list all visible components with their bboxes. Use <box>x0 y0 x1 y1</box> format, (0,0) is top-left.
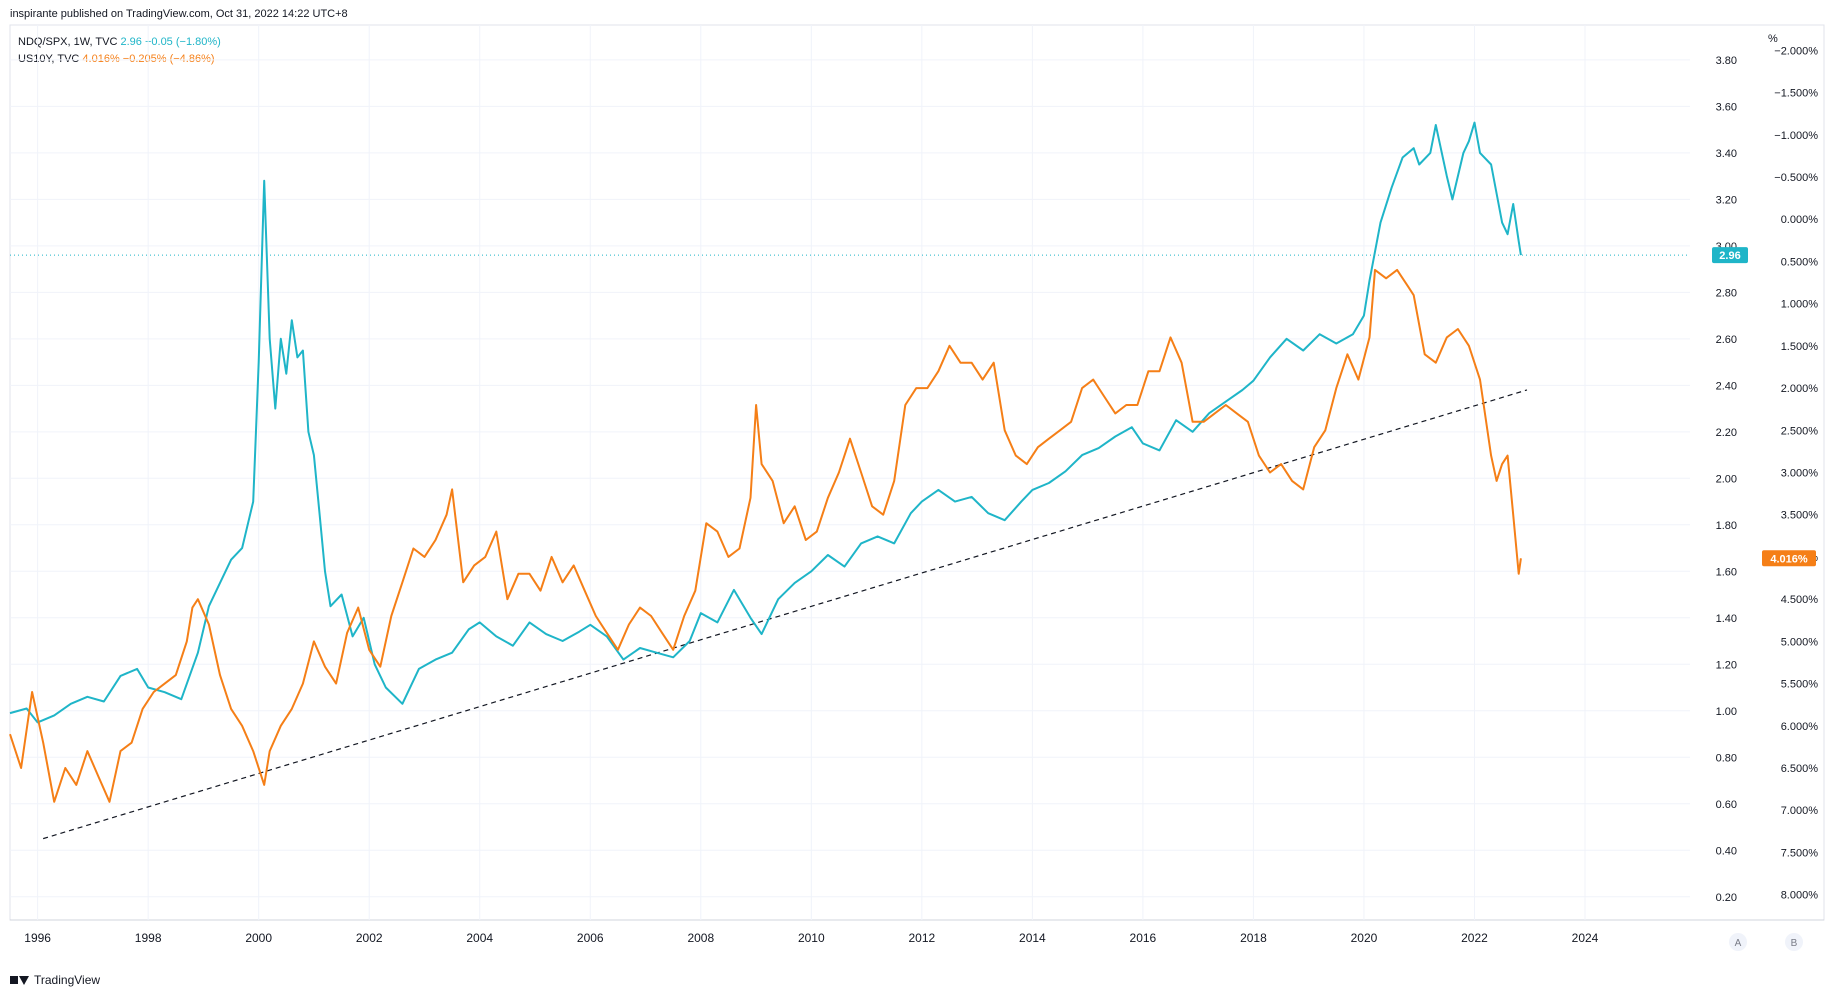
x-tick-label: 2000 <box>245 931 272 945</box>
y-tick-label-ratio: 3.20 <box>1716 194 1737 206</box>
x-tick-label: 2002 <box>356 931 383 945</box>
y-tick-label-ratio: 0.40 <box>1716 845 1737 857</box>
scale-button-b <box>1785 933 1803 951</box>
y-tick-label-yield: −2.000% <box>1774 45 1818 57</box>
y-tick-label-yield: 0.000% <box>1781 214 1819 226</box>
y-tick-label-yield: 5.500% <box>1781 679 1819 691</box>
series-line-ratio <box>9 121 1522 724</box>
x-tick-label: 2012 <box>908 931 935 945</box>
y-tick-label-yield: 1.000% <box>1781 299 1819 311</box>
scale-button-a <box>1729 933 1747 951</box>
y-tick-label-ratio: 3.60 <box>1716 101 1737 113</box>
series-legend: NDQ/SPX, 1W, TVC 2.96 −0.05 (−1.80%) US1… <box>18 34 221 68</box>
x-tick-label: 2022 <box>1461 931 1488 945</box>
tradingview-logo-icon <box>10 975 30 985</box>
y-tick-label-ratio: 0.60 <box>1716 799 1737 811</box>
y-tick-label-ratio: 2.80 <box>1716 287 1737 299</box>
y-tick-label-yield: 0.500% <box>1781 256 1819 268</box>
y-tick-label-ratio: 1.00 <box>1716 706 1737 718</box>
x-tick-label: 1998 <box>135 931 162 945</box>
y-tick-label-ratio: 1.20 <box>1716 659 1737 671</box>
y-tick-label-yield: 2.000% <box>1781 383 1819 395</box>
x-tick-label: 2024 <box>1572 931 1599 945</box>
y-tick-label-yield: 7.500% <box>1781 847 1819 859</box>
x-tick-label: 2014 <box>1019 931 1046 945</box>
y-tick-label-yield: 3.500% <box>1781 510 1819 522</box>
y-tick-label-ratio: 2.60 <box>1716 334 1737 346</box>
y-tick-label-ratio: 3.40 <box>1716 148 1737 160</box>
y-tick-label-yield: 7.000% <box>1781 805 1819 817</box>
y-tick-label-ratio: 2.40 <box>1716 380 1737 392</box>
brand-footer[interactable]: TradingView <box>10 973 100 987</box>
legend-row-ratio[interactable]: NDQ/SPX, 1W, TVC 2.96 −0.05 (−1.80%) <box>18 34 221 51</box>
y-tick-label-ratio: 0.80 <box>1716 752 1737 764</box>
y-tick-label-yield: −1.500% <box>1774 88 1818 100</box>
x-tick-label: 2018 <box>1240 931 1267 945</box>
last-value-badge-ratio-bg <box>1712 247 1748 264</box>
legend-symbol-ratio: NDQ/SPX, 1W, TVC <box>18 36 118 48</box>
last-value-badge-yield: 4.016% <box>1770 553 1808 565</box>
y-tick-label-yield: 5.000% <box>1781 636 1819 648</box>
y-tick-label-ratio: 3.80 <box>1716 55 1737 67</box>
plot-frame <box>9 24 1825 921</box>
y-tick-label-yield: 2.500% <box>1781 425 1819 437</box>
y-tick-label-yield: −0.500% <box>1774 172 1818 184</box>
y-tick-label-ratio: 1.60 <box>1716 566 1737 578</box>
y-tick-label-ratio: 0.20 <box>1716 892 1737 904</box>
legend-values-ratio: 2.96 −0.05 (−1.80%) <box>120 36 221 48</box>
y-tick-label-ratio: 1.80 <box>1716 520 1737 532</box>
y-tick-label-yield: 1.500% <box>1781 341 1819 353</box>
y-tick-label-yield: 4.500% <box>1781 594 1819 606</box>
scale-button-label: B <box>1791 938 1798 949</box>
y-tick-label-ratio: 2.00 <box>1716 473 1737 485</box>
y-tick-label-yield: 6.000% <box>1781 721 1819 733</box>
y-axis-unit-label: % <box>1768 33 1778 45</box>
publisher-caption: inspirante published on TradingView.com,… <box>10 8 348 20</box>
x-tick-label: 2016 <box>1130 931 1157 945</box>
y-tick-label-yield: 8.000% <box>1781 890 1819 902</box>
y-tick-label-yield: 6.500% <box>1781 763 1819 775</box>
y-tick-label-ratio: 1.40 <box>1716 613 1737 625</box>
y-tick-label-yield: −1.000% <box>1774 130 1818 142</box>
brand-name: TradingView <box>34 973 101 987</box>
x-tick-label: 2006 <box>577 931 604 945</box>
series-line-yield <box>9 268 1522 803</box>
legend-symbol-yield: US10Y, TVC <box>18 53 80 65</box>
last-value-badge-ratio: 2.96 <box>1719 250 1740 262</box>
scale-button-label: A <box>1735 938 1742 949</box>
y-tick-label-yield: 3.000% <box>1781 468 1819 480</box>
x-tick-label: 2008 <box>687 931 714 945</box>
last-value-badge-yield-bg <box>1762 550 1816 567</box>
x-tick-label: 2010 <box>798 931 825 945</box>
x-tick-label: 1996 <box>24 931 51 945</box>
x-tick-label: 2004 <box>466 931 493 945</box>
y-tick-label-ratio: 2.20 <box>1716 427 1737 439</box>
x-tick-label: 2020 <box>1351 931 1378 945</box>
